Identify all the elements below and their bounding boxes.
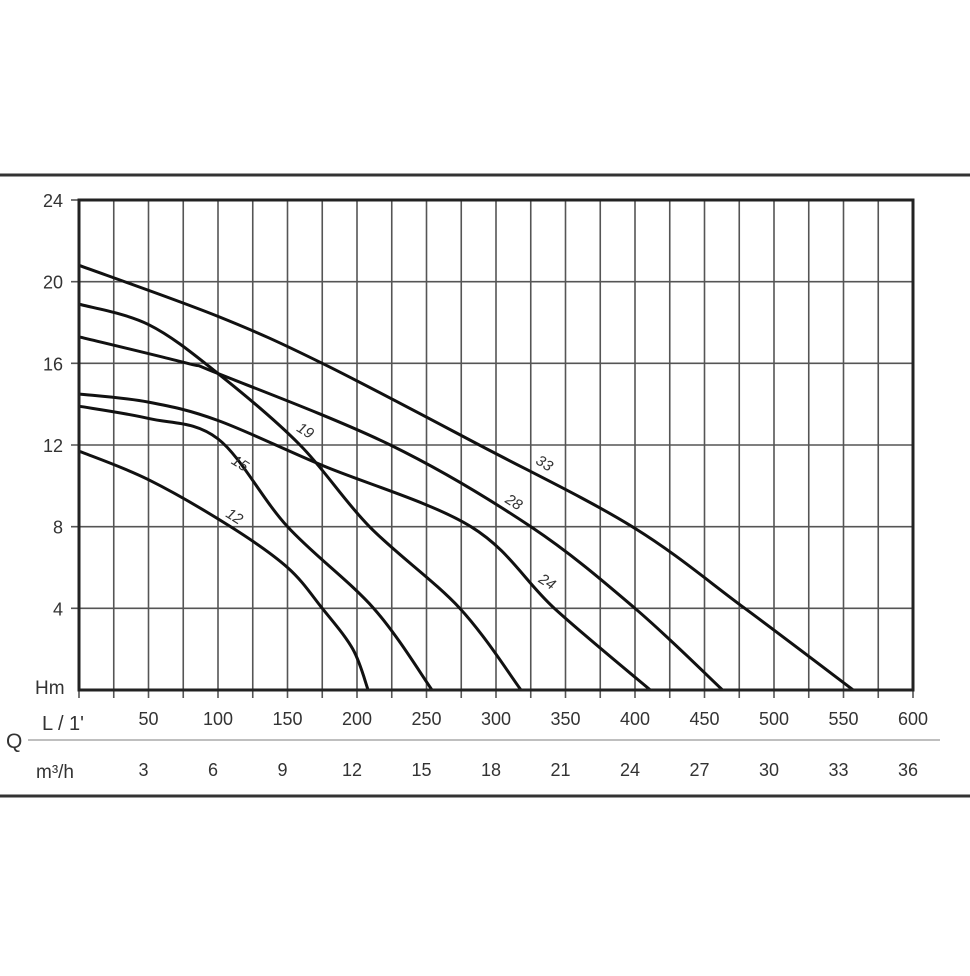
x-tick-label: 50 — [138, 709, 158, 729]
pump-curve-15 — [78, 404, 434, 691]
x-tick-label: 150 — [272, 709, 302, 729]
y-tick-label: 24 — [43, 191, 63, 211]
x-tick-label: 450 — [689, 709, 719, 729]
x2-axis-label: m³/h — [36, 762, 74, 783]
pump-curve-12 — [78, 449, 370, 691]
x2-tick-label: 9 — [277, 760, 287, 780]
curve-label: 24 — [535, 570, 559, 594]
x-tick-label: 600 — [898, 709, 928, 729]
x-tick-label: 200 — [342, 709, 372, 729]
pump-curve-33 — [78, 263, 855, 692]
x-tick-labels: 50 100 150 200 250 300 350 400 450 500 550 600 — [138, 709, 928, 729]
x2-tick-label: 18 — [481, 760, 501, 780]
x2-tick-label: 27 — [689, 760, 709, 780]
curve-label: 19 — [294, 419, 318, 443]
x2-tick-label: 33 — [828, 760, 848, 780]
pump-curve-28 — [78, 335, 724, 692]
grid — [71, 199, 914, 698]
y-tick-label: 20 — [43, 273, 63, 293]
pump-curve-19 — [78, 302, 523, 691]
x2-tick-label: 30 — [759, 760, 779, 780]
y-tick-label: 8 — [53, 518, 63, 538]
x-tick-label: 250 — [411, 709, 441, 729]
x2-tick-label: 15 — [411, 760, 431, 780]
x2-tick-label: 36 — [898, 760, 918, 780]
x-tick-label: 100 — [203, 709, 233, 729]
curve-label: 33 — [533, 452, 557, 476]
x2-tick-label: 12 — [342, 760, 362, 780]
x-tick-label: 350 — [550, 709, 580, 729]
x-tick-label: 550 — [828, 709, 858, 729]
plot-frame — [77, 198, 915, 692]
y-tick-labels: 4 8 12 16 20 24 — [43, 191, 63, 619]
x-tick-label: 400 — [620, 709, 650, 729]
x2-tick-label: 6 — [208, 760, 218, 780]
pump-curve-24 — [78, 392, 652, 692]
x2-tick-label: 21 — [550, 760, 570, 780]
y-tick-label: 4 — [53, 599, 63, 619]
q-label: Q — [6, 730, 22, 753]
x-tick-label: 300 — [481, 709, 511, 729]
x-axis-label: L / 1' — [42, 713, 84, 735]
y-axis-label: Hm — [35, 678, 65, 699]
x2-tick-labels: 3 6 9 12 15 18 21 24 27 30 33 36 — [138, 760, 918, 780]
x2-tick-label: 3 — [138, 760, 148, 780]
y-tick-label: 12 — [43, 436, 63, 456]
curves — [78, 263, 855, 692]
y-tick-label: 16 — [43, 354, 63, 374]
x-tick-label: 500 — [759, 709, 789, 729]
x2-tick-label: 24 — [620, 760, 640, 780]
